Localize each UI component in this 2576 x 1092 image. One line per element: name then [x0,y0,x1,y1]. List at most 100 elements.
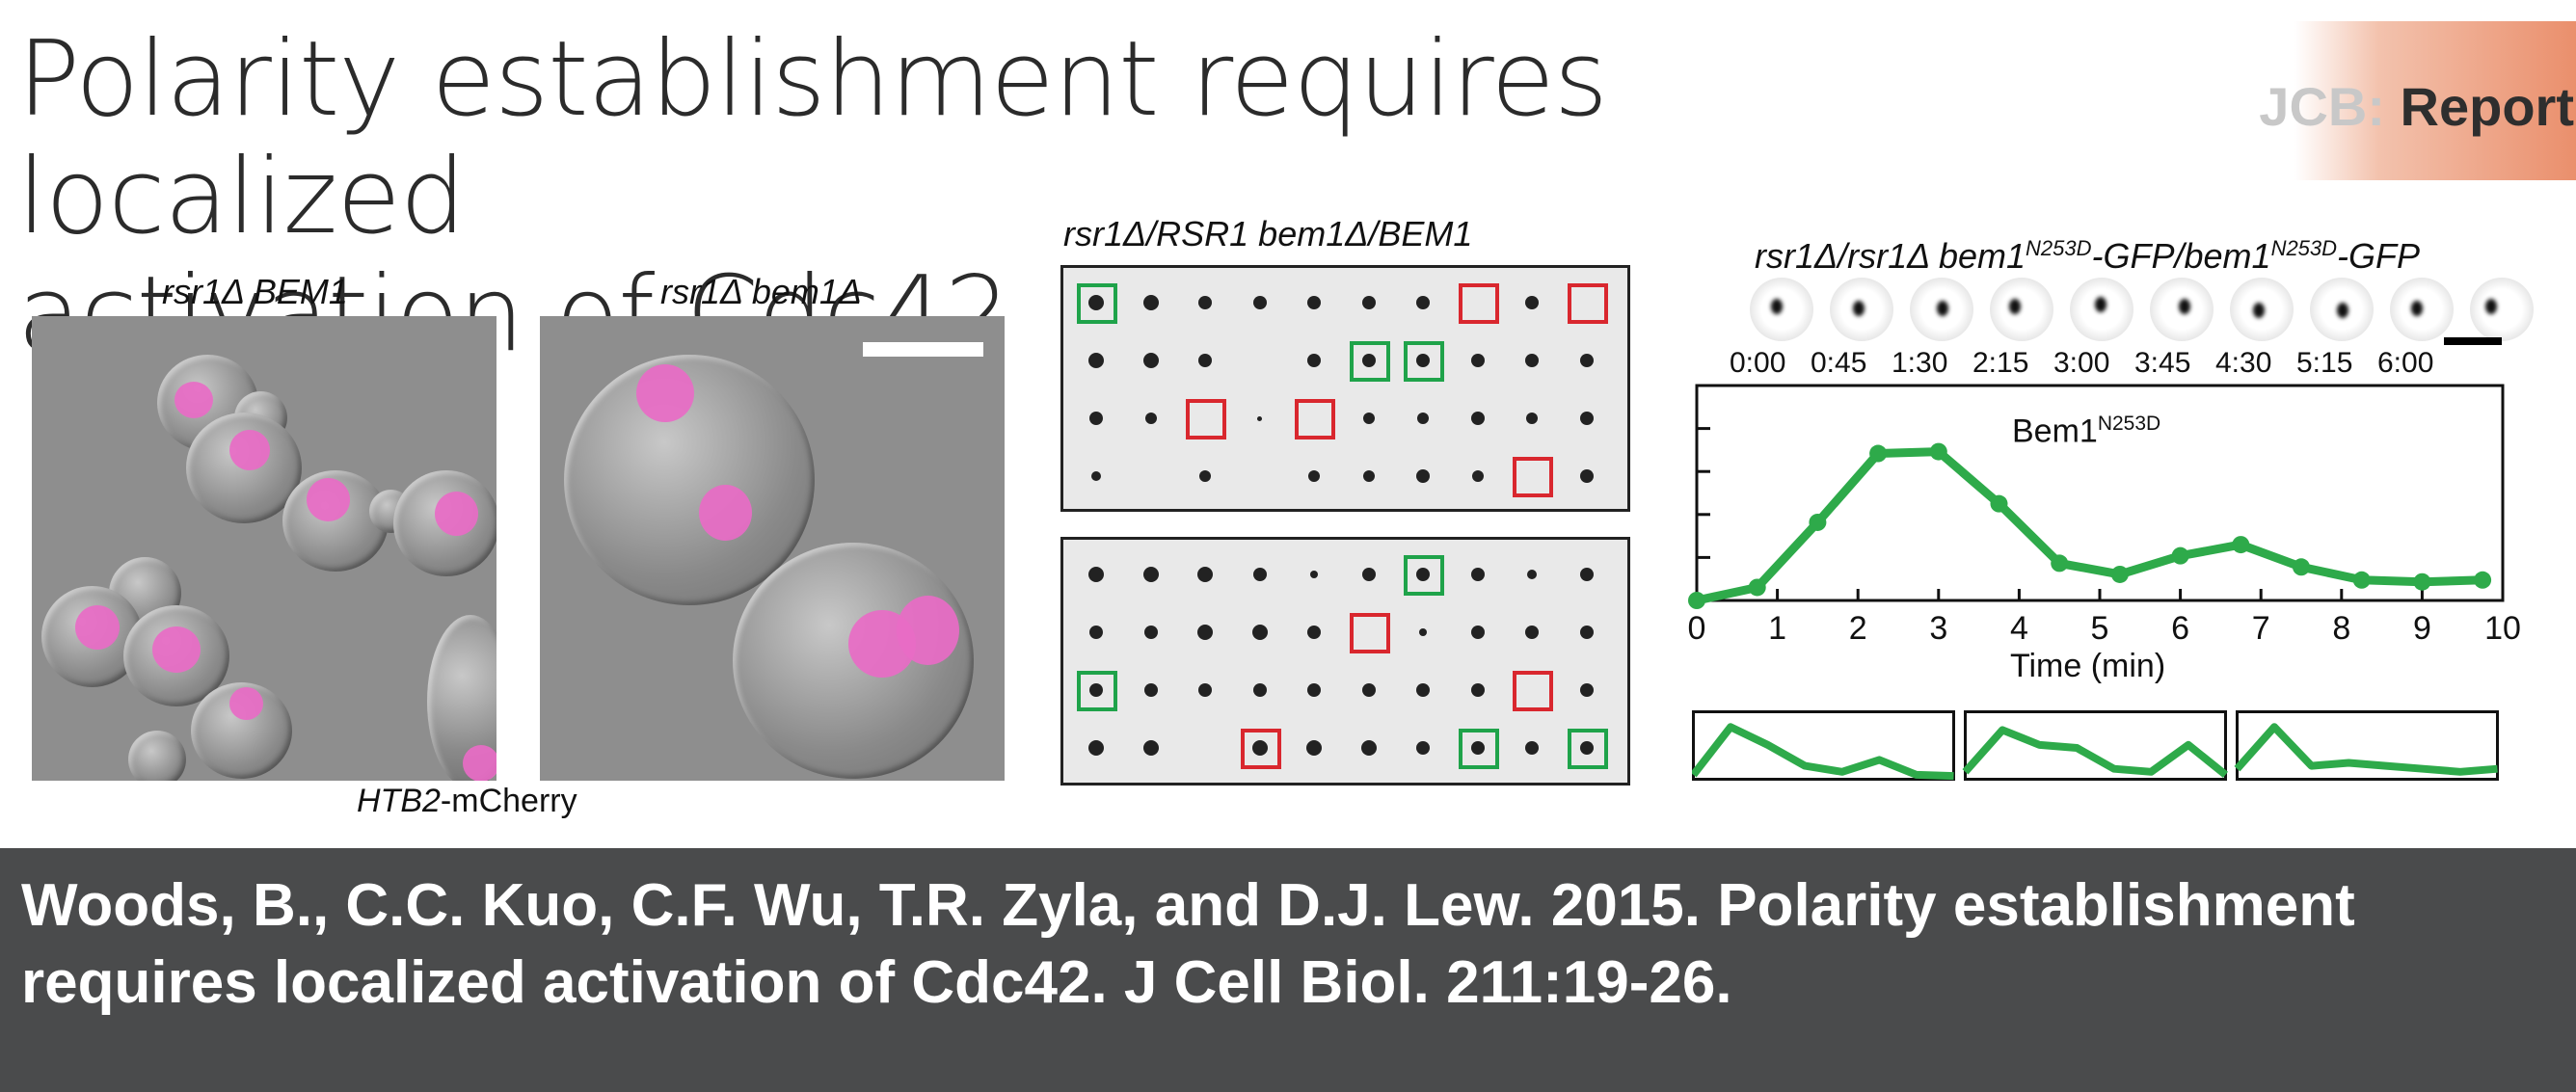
plate-top-colony [1417,413,1429,424]
gfp-spot [2337,303,2348,318]
plate-top-colony [1470,412,1485,425]
bem1-data-point [1990,494,2008,513]
plate-bottom-colony [1470,626,1485,639]
plate-top-green-box [1349,341,1390,382]
timelapse-frames [1750,278,2534,345]
marker-name: -mCherry [440,783,577,819]
paper-title: Polarity establishment requires localize… [17,21,1945,374]
gfp-spot [1771,299,1783,314]
plate-bottom-colony [1470,741,1485,755]
plate-bottom-colony [1579,683,1594,697]
plate-top-colony [1089,412,1103,425]
plate-bottom-colony [1198,683,1212,697]
timelapse-frame [1830,278,1893,341]
bem1-series-line [1696,447,2483,605]
plate-bottom-colony [1470,568,1485,581]
timepoint-label: 3:45 [2134,347,2191,379]
plate-top-colony [1088,295,1104,310]
gfp-spot [2253,303,2265,318]
timepoint-label: 0:45 [1811,347,1867,379]
journal-badge: JCB: Report [2131,75,2574,138]
timepoint-label: 3:00 [2053,347,2110,379]
scale-bar [863,342,983,357]
plate-top-red-box [1567,283,1608,324]
plate-bottom-red-box [1513,671,1553,711]
plate-bottom-colony [1089,683,1103,697]
plate-bottom-colony [1416,683,1430,697]
plate-top-colony [1579,354,1594,367]
bem1-data-point [2352,571,2371,589]
plate-bottom-colony [1307,683,1321,697]
x-tick-label: 9 [2413,610,2431,647]
plate-top-colony [1308,470,1320,482]
timepoint-label: 5:15 [2296,347,2353,379]
mini-chart-frame [2236,710,2499,781]
timelapse-frame [1750,278,1813,341]
plate-bottom-colony [1252,683,1267,697]
plate-top-colony [1579,412,1594,425]
plate-top-red-box [1458,283,1499,324]
plate-bottom-colony [1470,683,1485,697]
timelapse-frame [2470,278,2534,341]
plate-top-colony [1416,469,1430,483]
citation-text: Woods, B., C.C. Kuo, C.F. Wu, T.R. Zyla,… [21,872,2355,1016]
plate-bottom-colony [1307,626,1321,639]
bem1-data-point [2293,558,2310,576]
x-tick-label: 7 [2252,610,2270,647]
mini-charts [1692,710,2499,781]
plate-top-red-box [1186,399,1226,439]
plate-bottom-colony [1419,628,1427,636]
timepoint-label: 1:30 [1892,347,1948,379]
plate-bottom-colony [1306,740,1322,756]
mini-chart-frame [1964,710,2227,781]
plate-top-red-box [1513,457,1553,497]
bem1-data-point [2171,546,2189,565]
x-axis-label: Time (min) [2010,648,2166,684]
timepoint-label: 2:15 [1972,347,2029,379]
plate-bottom-colony [1088,567,1104,582]
plate-bottom-colony [1525,741,1539,755]
mini-chart-line [2234,723,2498,776]
gene-name: HTB2 [357,783,441,819]
plate-bottom-colony [1143,683,1158,697]
plate-top-colony [1579,469,1594,483]
x-tick-label: 2 [1849,610,1867,647]
plate-bottom-colony [1416,568,1430,581]
plate-top-colony [1471,470,1484,482]
timelapse-frame [2230,278,2294,341]
chart-legend: Bem1N253D [2012,413,2160,450]
journal-section: Report [2400,76,2574,137]
plate-bottom-colony [1579,568,1594,581]
plate-top-colony [1361,296,1376,309]
x-tick-label: 5 [2091,610,2109,647]
plate-bottom-colony [1089,626,1103,639]
plate-bottom-colony [1360,740,1377,756]
plate-top-colony [1525,296,1539,309]
plates-title: rsr1Δ/RSR1 bem1Δ/BEM1 [1063,214,1473,253]
plate-top-colony [1198,296,1212,309]
bem1-data-point [1809,513,1827,531]
plate-top-colony [1091,471,1101,481]
plate-bottom-colony [1251,625,1268,640]
bem1-data-point [2051,554,2069,573]
timepoint-label: 6:00 [2377,347,2434,379]
gfp-spot [2485,299,2497,314]
gfp-spot [2009,299,2021,314]
timelapse-frame [2150,278,2214,341]
bem1-data-point [1929,442,1947,461]
plate-bottom-colony [1416,741,1430,755]
x-tick-label: 10 [2484,610,2521,647]
plate-bottom-colony [1579,741,1594,755]
plate-top-colony [1088,353,1104,368]
timelapse-scale-bar [2444,337,2502,345]
mini-chart-line [1962,726,2229,779]
plate-top-colony [1198,354,1212,367]
micrograph-rsr1-bem1 [540,316,1005,781]
bem1-data-point [1748,578,1766,597]
gfp-spot [1937,301,1948,316]
timelapse-frame [2310,278,2374,341]
gfp-spot [2095,297,2106,312]
legend-label: Bem1 [2012,413,2098,450]
title-line-1: Polarity establishment requires localize… [17,19,1608,257]
bem1-data-point [2474,571,2492,589]
